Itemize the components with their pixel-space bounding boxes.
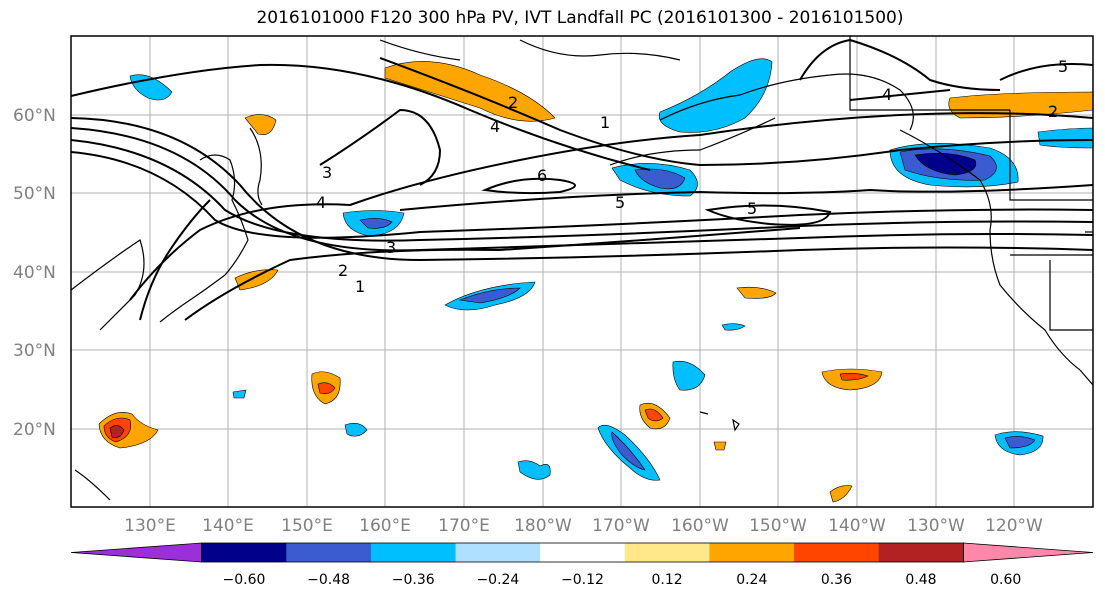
- cb-tick-label: 0.36: [821, 572, 852, 588]
- contour-labels: 1 2 3 4 5 5 6 1 4 2 4 2 5 3: [316, 57, 1068, 296]
- colorbar-segments: [70, 542, 1094, 563]
- cb-tick-label: −0.60: [223, 572, 266, 588]
- contour-label-2b: 2: [508, 93, 518, 112]
- cb-tick-label: −0.36: [392, 572, 435, 588]
- lon-label-130e: 130°E: [124, 516, 176, 536]
- colorbar-segment: [624, 543, 710, 562]
- longitude-labels: 130°E 140°E 150°E 160°E 170°E 180°W 170°…: [124, 516, 1043, 536]
- lon-label-150e: 150°E: [281, 516, 333, 536]
- ivt-shading: [98, 58, 1093, 503]
- contour-label-5c: 5: [1058, 57, 1068, 76]
- contour-label-2: 2: [338, 261, 348, 280]
- colorbar-segment: [794, 543, 880, 562]
- colorbar-segment: [455, 543, 541, 562]
- cb-tick-label: −0.12: [561, 572, 604, 588]
- lat-label-30n: 30°N: [13, 341, 56, 361]
- lon-label-160w: 160°W: [671, 516, 729, 536]
- cb-tick-label: 0.60: [990, 572, 1021, 588]
- contour-label-4c: 4: [882, 85, 892, 104]
- lon-label-140w: 140°W: [828, 516, 886, 536]
- contour-label-6: 6: [537, 166, 547, 185]
- colorbar-segment: [709, 543, 795, 562]
- lon-label-170e: 170°E: [438, 516, 490, 536]
- cb-tick-label: 0.24: [736, 572, 767, 588]
- contour-label-4b: 4: [490, 117, 500, 136]
- contour-label-5: 5: [615, 193, 625, 212]
- cb-tick-label: 0.12: [652, 572, 683, 588]
- colorbar-extend-right: [962, 542, 1094, 563]
- lon-label-170w: 170°W: [592, 516, 650, 536]
- colorbar-segment: [540, 543, 626, 562]
- colorbar: −0.60 −0.48 −0.36 −0.24 −0.12 0.12 0.24 …: [70, 542, 1094, 588]
- contour-label-3: 3: [386, 238, 396, 257]
- cb-tick-label: −0.24: [476, 572, 519, 588]
- coastlines: [71, 36, 1093, 501]
- lat-label-60n: 60°N: [13, 106, 56, 126]
- lon-label-140e: 140°E: [202, 516, 254, 536]
- lon-label-150w: 150°W: [749, 516, 807, 536]
- lon-label-160e: 160°E: [359, 516, 411, 536]
- colorbar-segment: [286, 543, 372, 562]
- contour-label-2c: 2: [1048, 102, 1058, 121]
- colorbar-segment: [201, 543, 287, 562]
- colorbar-extend-left: [70, 542, 203, 563]
- lat-label-50n: 50°N: [13, 184, 56, 204]
- lon-label-120w: 120°W: [985, 516, 1043, 536]
- colorbar-border: [201, 542, 964, 563]
- lon-label-180w: 180°W: [514, 516, 572, 536]
- contour-label-1b: 1: [600, 113, 610, 132]
- lat-label-20n: 20°N: [13, 420, 56, 440]
- contour-label-5b: 5: [747, 199, 757, 218]
- latitude-labels: 60°N 50°N 40°N 30°N 20°N: [13, 106, 56, 440]
- colorbar-ticks: −0.60 −0.48 −0.36 −0.24 −0.12 0.12 0.24 …: [223, 572, 1022, 588]
- lon-label-130w: 130°W: [907, 516, 965, 536]
- contour-label-4: 4: [316, 193, 326, 212]
- pv-contours: [71, 38, 1093, 321]
- cb-tick-label: 0.48: [905, 572, 936, 588]
- colorbar-segment: [878, 543, 964, 562]
- map-title: 2016101000 F120 300 hPa PV, IVT Landfall…: [256, 8, 904, 28]
- colorbar-segment: [370, 543, 457, 562]
- contour-label-1: 1: [355, 277, 365, 296]
- contour-label-3b: 3: [322, 163, 332, 182]
- cb-tick-label: −0.48: [307, 572, 350, 588]
- map-frame: [70, 35, 1094, 508]
- lat-label-40n: 40°N: [13, 263, 56, 283]
